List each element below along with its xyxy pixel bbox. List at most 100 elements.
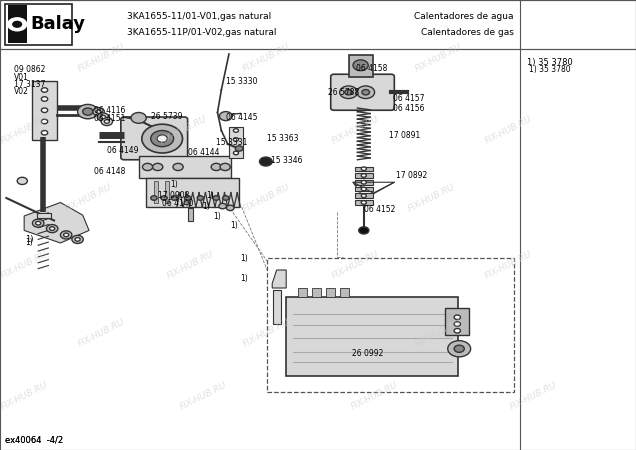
Circle shape	[173, 163, 183, 171]
Text: 06 4145: 06 4145	[226, 112, 258, 122]
Text: FIX-HUB.RU: FIX-HUB.RU	[0, 115, 50, 146]
Polygon shape	[24, 202, 89, 243]
Text: ex40064  -4/2: ex40064 -4/2	[5, 436, 63, 445]
Polygon shape	[272, 270, 286, 288]
Circle shape	[83, 108, 93, 115]
Circle shape	[345, 90, 352, 95]
Bar	[154, 181, 158, 203]
Circle shape	[353, 60, 368, 71]
Text: 1) 35 3780: 1) 35 3780	[527, 58, 572, 67]
Circle shape	[93, 108, 104, 116]
Circle shape	[454, 345, 464, 352]
Text: FIX-HUB.RU: FIX-HUB.RU	[76, 317, 127, 349]
Text: FIX-HUB.RU: FIX-HUB.RU	[483, 115, 534, 146]
Text: 06 4144: 06 4144	[188, 148, 219, 157]
Circle shape	[151, 196, 157, 200]
Bar	[355, 180, 373, 184]
Circle shape	[41, 130, 48, 135]
Circle shape	[226, 205, 234, 211]
Text: 15 3330: 15 3330	[226, 76, 258, 86]
Circle shape	[211, 163, 221, 171]
Circle shape	[64, 233, 69, 237]
Text: FIX-HUB.RU: FIX-HUB.RU	[64, 182, 114, 214]
Text: 26 5788: 26 5788	[328, 88, 359, 97]
Bar	[312, 288, 321, 297]
Text: FIX-HUB.RU: FIX-HUB.RU	[483, 250, 534, 281]
Bar	[445, 308, 469, 335]
Text: Calentadores de gas: Calentadores de gas	[421, 28, 514, 37]
Circle shape	[97, 113, 109, 121]
Bar	[146, 178, 238, 207]
Circle shape	[361, 167, 366, 171]
Text: FIX-HUB.RU: FIX-HUB.RU	[0, 250, 50, 281]
Text: FIX-HUB.RU: FIX-HUB.RU	[178, 380, 228, 412]
Circle shape	[153, 163, 163, 171]
Text: 09 0862: 09 0862	[14, 65, 45, 74]
Text: FIX-HUB.RU: FIX-HUB.RU	[413, 43, 464, 74]
Text: Calentadores de agua: Calentadores de agua	[415, 12, 514, 21]
Circle shape	[361, 201, 366, 204]
Circle shape	[78, 104, 98, 119]
Bar	[139, 156, 231, 178]
Circle shape	[362, 90, 370, 95]
Circle shape	[233, 138, 238, 141]
Text: FIX-HUB.RU: FIX-HUB.RU	[242, 317, 292, 349]
Circle shape	[448, 341, 471, 357]
Circle shape	[96, 110, 101, 113]
Text: 1): 1)	[240, 254, 248, 263]
Text: FIX-HUB.RU: FIX-HUB.RU	[413, 317, 464, 349]
Bar	[5, 4, 72, 45]
Bar	[355, 187, 373, 191]
Circle shape	[197, 196, 204, 200]
Text: V01: V01	[14, 73, 29, 82]
Text: 1): 1)	[25, 235, 34, 244]
Circle shape	[235, 146, 243, 151]
Text: 06 4148: 06 4148	[94, 167, 125, 176]
Circle shape	[41, 88, 48, 92]
Text: FIX-HUB.RU: FIX-HUB.RU	[509, 380, 559, 412]
Text: 1): 1)	[240, 274, 248, 284]
Circle shape	[101, 117, 113, 126]
Circle shape	[259, 157, 272, 166]
Text: FIX-HUB.RU: FIX-HUB.RU	[242, 182, 292, 214]
Bar	[32, 81, 57, 140]
Text: 1): 1)	[207, 191, 214, 200]
Circle shape	[131, 112, 146, 123]
Circle shape	[454, 328, 460, 333]
Circle shape	[357, 86, 375, 99]
Text: 06 4149: 06 4149	[107, 146, 139, 155]
Bar	[349, 55, 373, 76]
Circle shape	[184, 196, 191, 200]
Text: 1): 1)	[25, 238, 33, 248]
Circle shape	[340, 86, 357, 99]
Text: 06 4152: 06 4152	[364, 205, 396, 214]
Bar	[340, 288, 349, 297]
Text: 06 4140: 06 4140	[162, 199, 194, 208]
Circle shape	[46, 225, 58, 233]
Text: 1) 35 3780: 1) 35 3780	[529, 65, 570, 74]
Circle shape	[50, 227, 55, 230]
Circle shape	[219, 203, 226, 209]
Text: FIX-HUB.RU: FIX-HUB.RU	[242, 43, 292, 74]
Text: 17 0891: 17 0891	[389, 130, 420, 140]
Bar	[8, 5, 27, 43]
Circle shape	[12, 21, 22, 28]
Text: 3KA1655-11P/01-V02,gas natural: 3KA1655-11P/01-V02,gas natural	[127, 28, 277, 37]
Text: 1): 1)	[230, 221, 238, 230]
Circle shape	[7, 17, 27, 32]
Text: 1): 1)	[170, 180, 178, 189]
Circle shape	[454, 322, 460, 326]
Text: 17 0908: 17 0908	[158, 191, 189, 200]
Circle shape	[104, 120, 109, 123]
Bar	[355, 166, 373, 171]
Bar	[0, 0, 636, 49]
Circle shape	[151, 130, 174, 147]
Circle shape	[142, 163, 153, 171]
Text: 1): 1)	[202, 202, 210, 211]
Circle shape	[161, 196, 167, 200]
Text: 26 5739: 26 5739	[151, 112, 183, 121]
Text: 17 0892: 17 0892	[396, 171, 427, 180]
Text: 06 4151: 06 4151	[94, 114, 125, 123]
Text: FIX-HUB.RU: FIX-HUB.RU	[165, 250, 216, 281]
Text: 26 0992: 26 0992	[352, 349, 383, 358]
